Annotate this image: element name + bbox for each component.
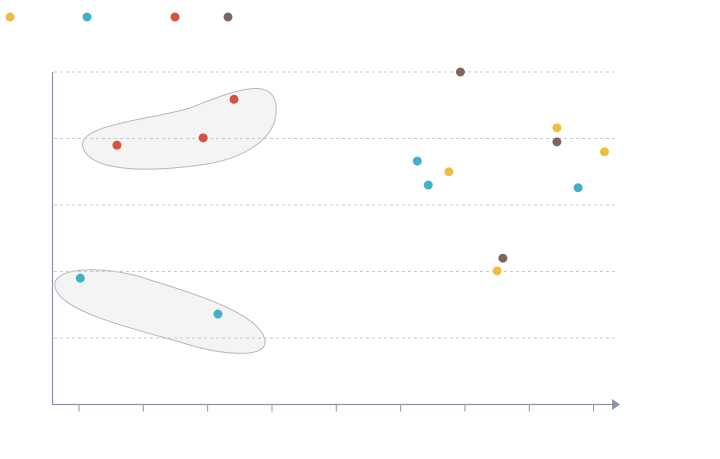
highlight-region xyxy=(54,269,266,354)
legend-marker xyxy=(170,12,180,22)
point xyxy=(455,67,465,77)
x-axis-arrow xyxy=(612,399,620,410)
point xyxy=(213,309,223,319)
legend-marker xyxy=(82,12,92,22)
point xyxy=(198,133,208,143)
point xyxy=(573,183,583,193)
point xyxy=(552,137,562,147)
point xyxy=(412,156,422,166)
legend-marker xyxy=(223,12,233,22)
point xyxy=(599,147,609,157)
legend-marker xyxy=(5,12,15,22)
point xyxy=(75,273,85,283)
point xyxy=(492,266,502,276)
point xyxy=(552,123,562,133)
point xyxy=(444,167,454,177)
point xyxy=(498,253,508,263)
point xyxy=(112,140,122,150)
point xyxy=(423,180,433,190)
point xyxy=(229,94,239,104)
highlight-region xyxy=(81,88,277,170)
